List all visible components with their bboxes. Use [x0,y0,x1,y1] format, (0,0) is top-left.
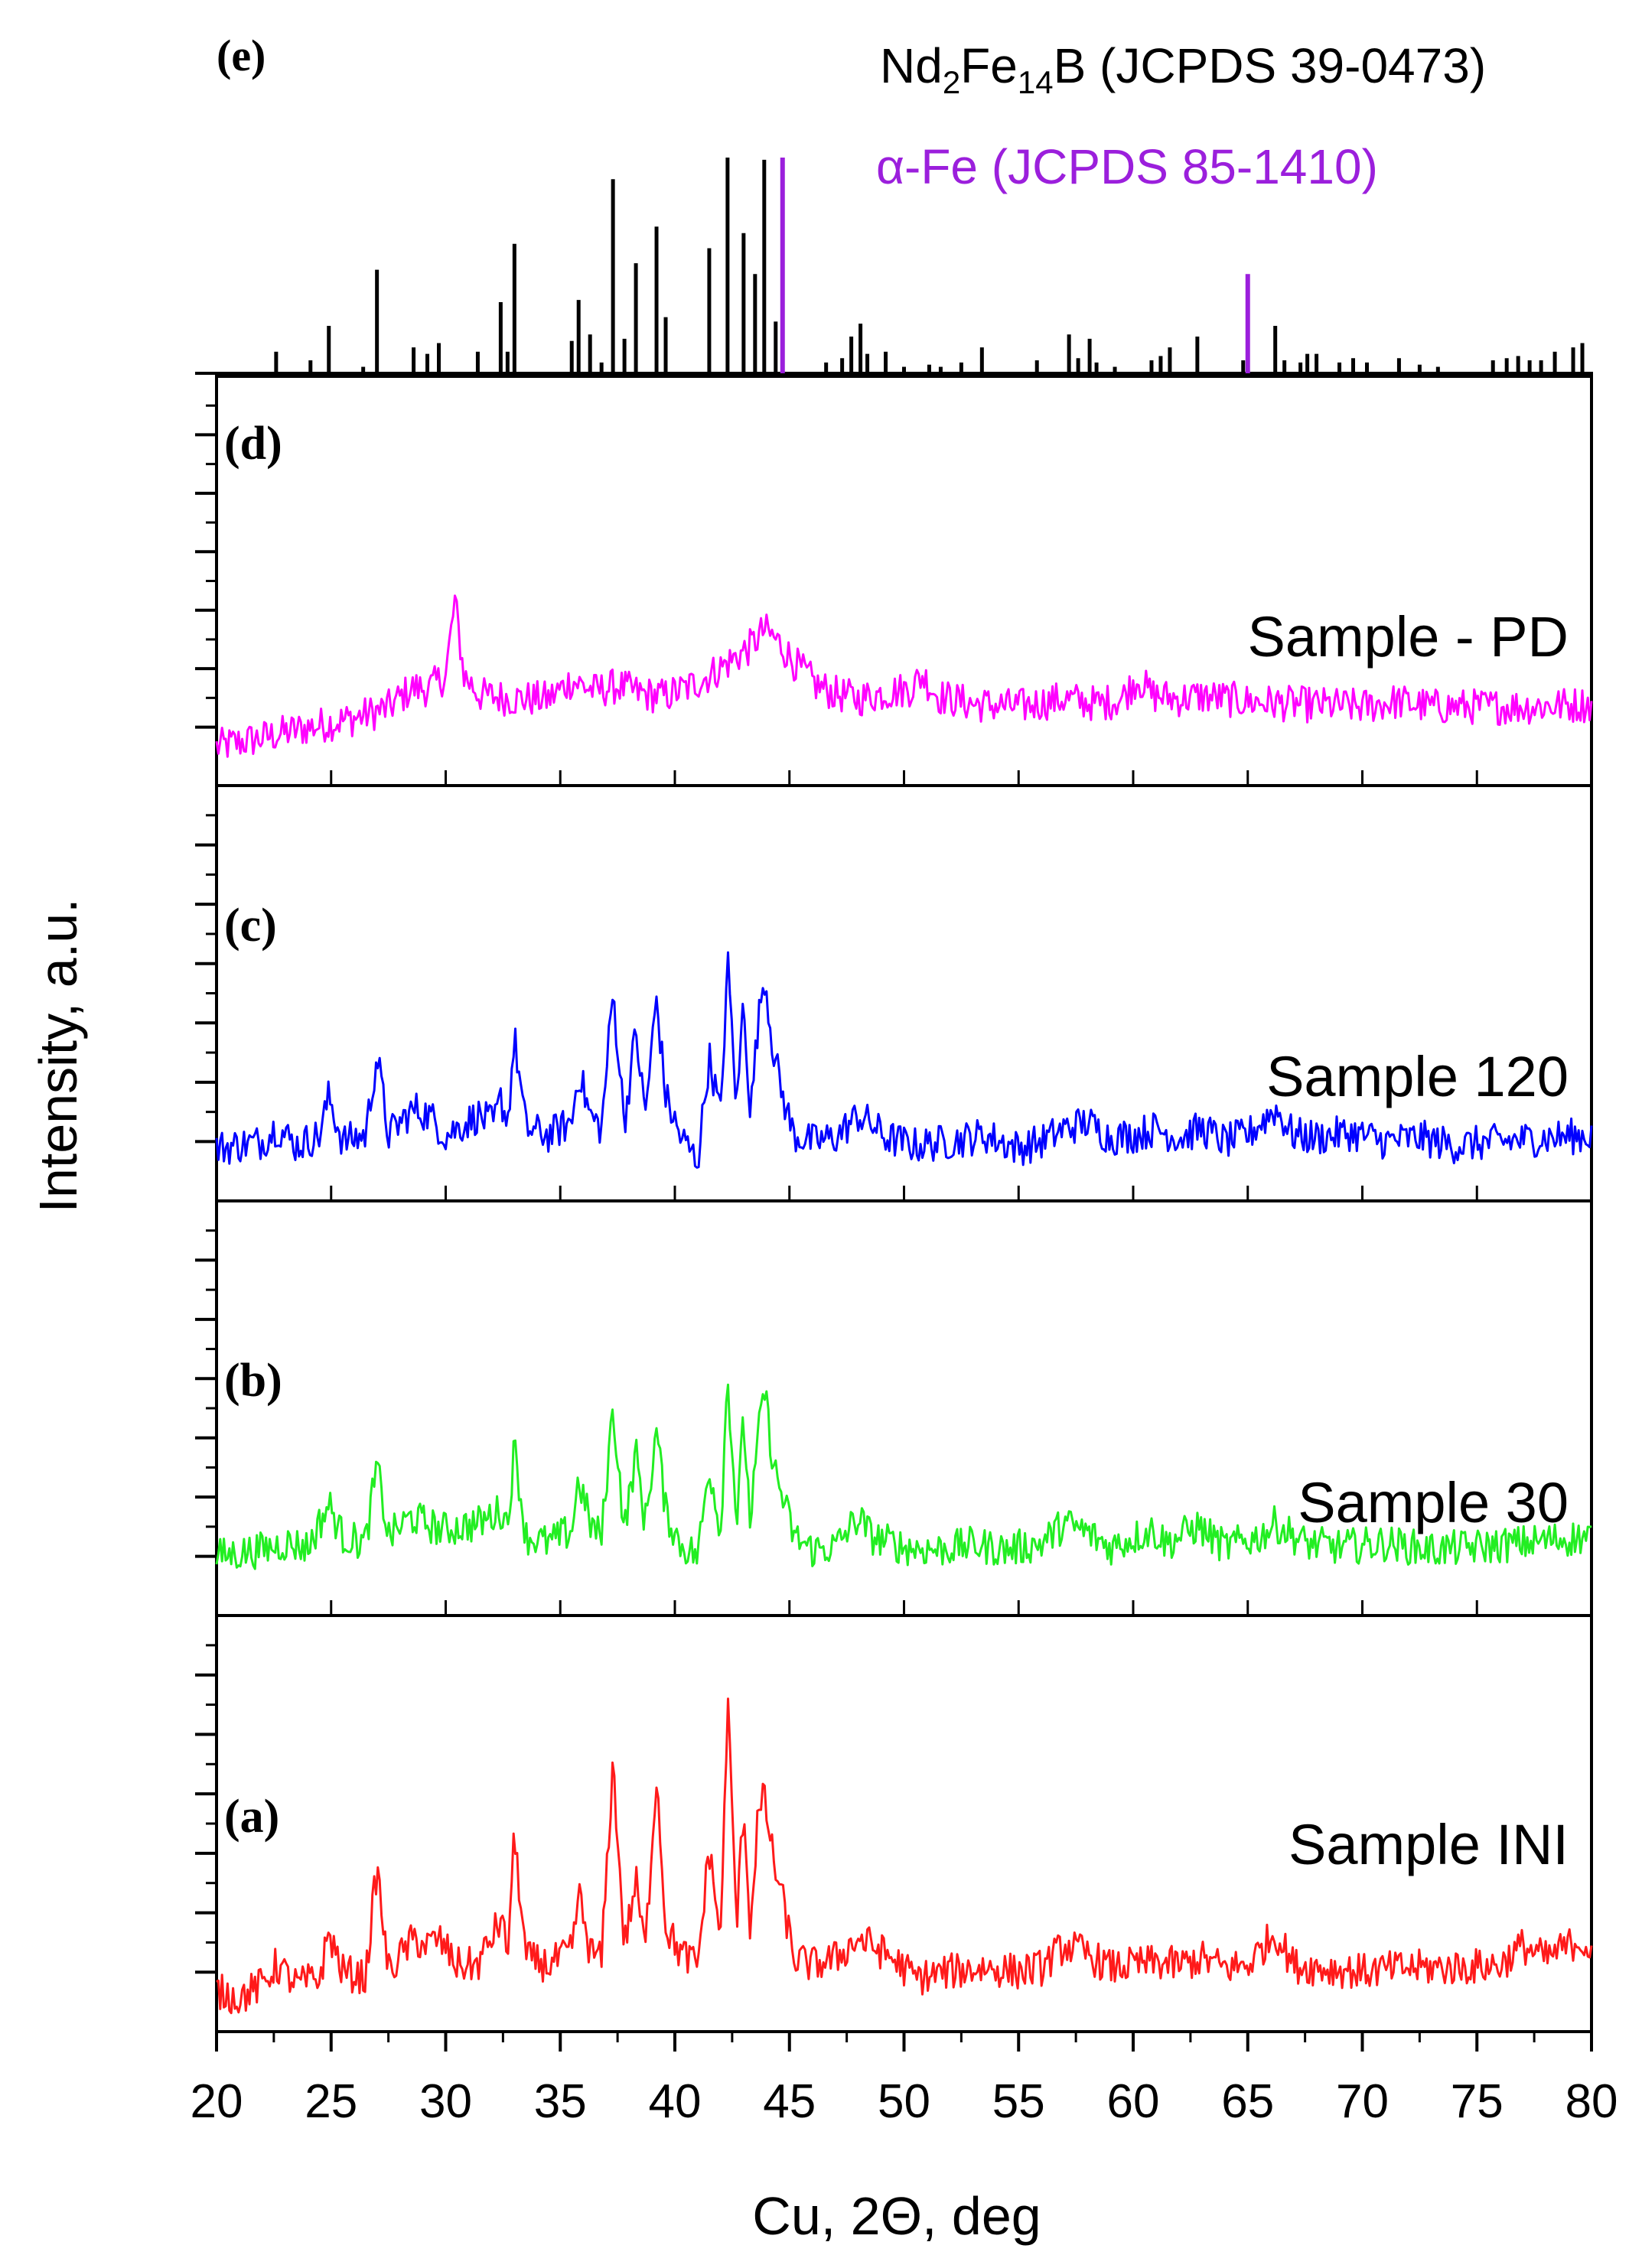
x-tick-label: 45 [763,2075,816,2128]
panel-frame [215,375,1593,787]
series-trace [215,594,1593,758]
x-tick-label: 55 [992,2075,1045,2128]
series-name-label: Sample 30 [1298,1471,1569,1534]
x-tick-label: 25 [305,2075,357,2128]
x-tick-label: 50 [878,2075,930,2128]
legend-alpha-fe: α-Fe (JCPDS 85-1410) [876,139,1378,194]
panel-label: (a) [224,1791,279,1843]
panel-b: (b) Sample 30 [195,1199,1593,1617]
x-tick-label: 40 [649,2075,702,2128]
x-tick-label: 65 [1221,2075,1274,2128]
series-trace [216,1697,1593,2015]
legend-nd2fe14b: Nd2Fe14B (JCPDS 39-0473) [880,38,1486,100]
x-tick-label: 80 [1565,2075,1618,2128]
panel-label: (c) [224,900,277,952]
x-tick-label: 35 [534,2075,587,2128]
series-name-label: Sample - PD [1248,605,1569,669]
panel-label: (d) [224,418,282,470]
series-trace [215,951,1593,1169]
panel-frame [215,1199,1593,1617]
y-axis-label: Intensity, a.u. [28,898,88,1212]
legend-text: Nd [880,38,943,93]
x-tick-label: 75 [1451,2075,1504,2128]
series-name-label: Sample INI [1289,1813,1569,1876]
x-axis: 20 25 30 35 40 45 50 55 60 65 70 75 80 [191,770,1618,2128]
panel-label-e: (e) [217,31,266,80]
series-name-label: Sample 120 [1266,1045,1569,1108]
x-tick-label: 30 [419,2075,472,2128]
panel-label: (b) [224,1355,282,1407]
x-tick-label: 70 [1336,2075,1389,2128]
legend-subscript: 2 [943,64,960,100]
panel-c: (c) Sample 120 [195,784,1593,1202]
x-axis-label: Cu, 2Θ, deg [752,2186,1041,2246]
panel-d: (d) Sample - PD [195,375,1593,787]
legend-text: B (JCPDS 39-0473) [1054,38,1487,93]
reference-panel-e: (e) Nd2Fe14B (JCPDS 39-0473) α-Fe (JCPDS 8… [195,31,1593,375]
legend-text: Fe [960,38,1018,93]
panel-a: (a) Sample INI [195,1614,1593,2033]
series-trace [215,1383,1592,1570]
x-tick-label: 60 [1107,2075,1160,2128]
sample-panels: (d)Sample - PD(c)Sample 120(b)Sample 30(… [195,375,1593,2033]
x-tick-label: 20 [191,2075,243,2128]
legend-subscript: 14 [1018,64,1054,100]
